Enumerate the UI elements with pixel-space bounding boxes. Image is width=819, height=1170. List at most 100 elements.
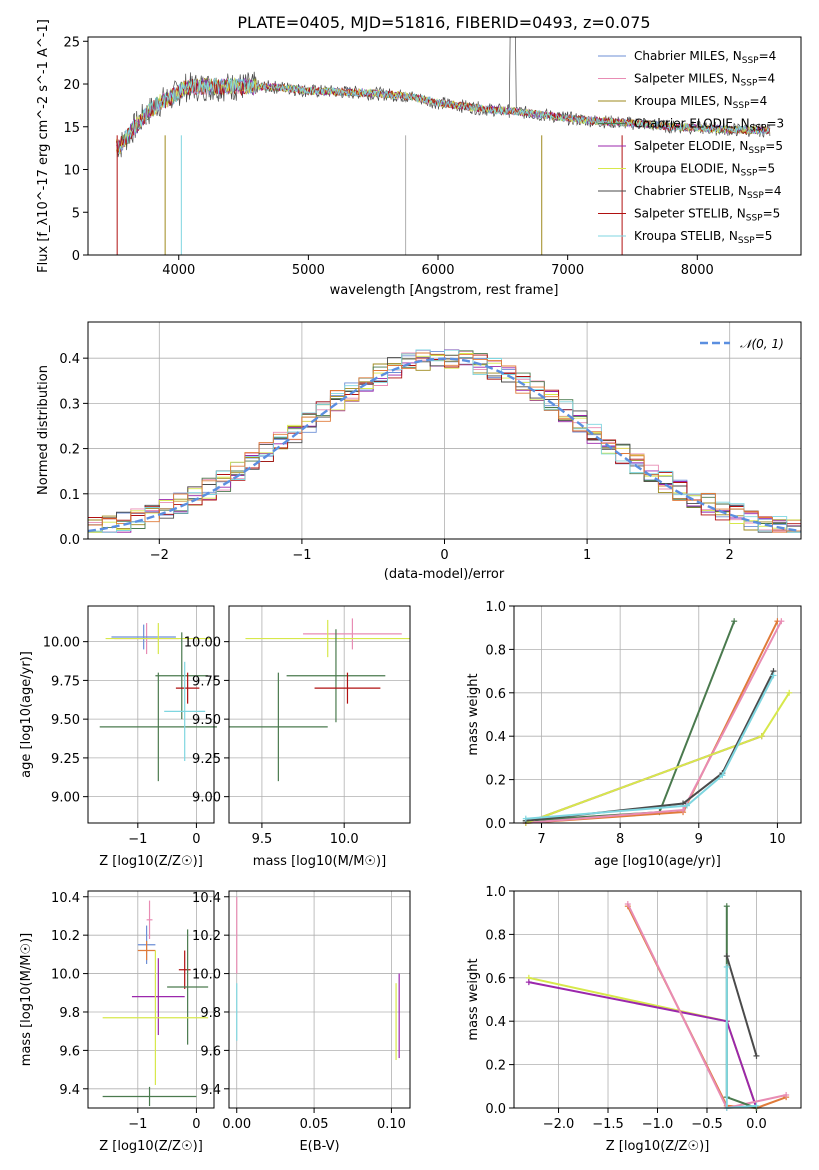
y-tick-label: 10.2 — [192, 929, 221, 944]
x-tick-label: 1 — [583, 548, 591, 563]
x-tick-label: 6000 — [421, 263, 454, 278]
y-tick-label: 20 — [63, 78, 80, 93]
y-tick-label: 0.4 — [485, 1015, 506, 1030]
y-tick-label: 9.8 — [59, 1006, 80, 1021]
parameter-panel: 9.5 10.0 9.00 9.25 9.50 9.75 10.00 mass [log10(… — [184, 605, 411, 869]
histogram-xlabel: (data-model)/error — [384, 567, 505, 582]
x-tick-label: 8 — [616, 832, 624, 847]
x-tick-label: 10.0 — [330, 832, 359, 847]
legend-subscript: SSP — [746, 214, 763, 224]
spectrum-legend: Chabrier MILES, NSSP=4 Salpeter MILES, NS… — [598, 49, 784, 246]
legend-label: 𝒩(0, 1) — [740, 337, 784, 351]
panel-frame — [87, 890, 215, 1109]
y-tick-label: 0.8 — [485, 928, 506, 943]
y-tick-label: 9.4 — [200, 1083, 221, 1098]
y-tick-label: 9.4 — [59, 1083, 80, 1098]
x-tick-label: 0 — [192, 832, 200, 847]
panel-frame — [228, 605, 411, 824]
x-tick-label: 4000 — [162, 263, 195, 278]
spectrum-frame — [87, 36, 802, 256]
y-tick-label: 0.3 — [59, 397, 80, 412]
spectrum-ylabel: Flux [f_λ10^-17 erg cm^-2 s^-1 A^-1] — [36, 19, 51, 273]
parameter-panel: −2.0 −1.5 −1.0 −0.5 0.0 0.0 0.2 0.4 0.6 0.8 1.0 Z [… — [466, 885, 802, 1154]
panel-ylabel: mass [log10(M/M☉)] — [19, 933, 34, 1066]
y-tick-label: 9.8 — [200, 1006, 221, 1021]
y-tick-label: 5 — [72, 206, 80, 221]
panel-xlabel: age [log10(age/yr)] — [594, 854, 721, 869]
legend-label: Kroupa ELODIE, NSSP=5 — [634, 162, 775, 179]
y-tick-label: 10.0 — [192, 968, 221, 983]
y-tick-label: 0.2 — [59, 443, 80, 458]
x-tick-label: 7000 — [551, 263, 584, 278]
legend-value: =5 — [765, 139, 783, 153]
y-tick-label: 9.25 — [51, 752, 80, 767]
y-tick-label: 10.00 — [184, 636, 221, 651]
x-tick-label: −1 — [128, 832, 147, 847]
y-tick-label: 0.6 — [485, 687, 506, 702]
y-tick-label: 0.0 — [485, 817, 506, 832]
y-tick-label: 9.6 — [59, 1044, 80, 1059]
panel-ylabel: mass weight — [466, 958, 481, 1040]
y-tick-label: 10.00 — [43, 636, 80, 651]
y-tick-label: 10.2 — [51, 929, 80, 944]
y-tick-label: 9.50 — [51, 713, 80, 728]
panel-ylabel: mass weight — [466, 673, 481, 755]
spectrum-axes: 4000 5000 6000 7000 8000 0 5 10 15 20 25 — [63, 35, 713, 278]
x-tick-label: 2 — [726, 548, 734, 563]
x-tick-label: 10 — [769, 832, 786, 847]
legend-label: Chabrier MILES, NSSP=4 — [634, 49, 776, 66]
legend-value: =4 — [757, 72, 775, 86]
legend-value: =4 — [764, 184, 782, 198]
legend-subscript: SSP — [741, 169, 758, 179]
y-tick-label: 1.0 — [485, 600, 506, 615]
y-tick-label: 0.8 — [485, 643, 506, 658]
panel-frame — [513, 890, 802, 1109]
histogram-ylabel: Normed distribution — [36, 365, 51, 495]
legend-subscript: SSP — [747, 191, 764, 201]
legend-value: =5 — [757, 162, 775, 176]
y-tick-label: 15 — [63, 121, 80, 136]
parameter-panel: 7 8 9 10 0.0 0.2 0.4 0.6 0.8 1.0 age [log10(age/yr… — [466, 600, 802, 869]
legend-label: Chabrier STELIB, NSSP=4 — [634, 184, 782, 201]
y-tick-label: 0.2 — [485, 774, 506, 789]
panel-xlabel: Z [log10(Z/Z☉)] — [606, 1139, 710, 1154]
x-tick-label: 0.05 — [300, 1117, 329, 1132]
normal-curve — [87, 357, 802, 533]
y-tick-label: 9.50 — [192, 713, 221, 728]
histogram-panel: −2 −1 0 1 2 0.0 0.1 0.2 0.3 0.4 (data-model)/erro… — [36, 321, 802, 582]
x-tick-label: 0.10 — [377, 1117, 406, 1132]
spectrum-line — [116, 77, 771, 153]
spectrum-line — [116, 78, 771, 153]
panel-xlabel: E(B-V) — [299, 1139, 339, 1154]
legend-value: =3 — [766, 117, 784, 131]
x-tick-label: 5000 — [292, 263, 325, 278]
weight-line — [525, 620, 779, 824]
y-tick-label: 9.75 — [192, 674, 221, 689]
legend-label: Kroupa STELIB, NSSP=5 — [634, 229, 772, 246]
legend-value: =5 — [763, 207, 781, 221]
spectrum-panel: PLATE=0405, MJD=51816, FIBERID=0493, z=0… — [36, 13, 802, 298]
parameter-panel: −1 0 9.4 9.6 9.8 10.0 10.2 10.4 Z [log10(Z/Z☉)] m… — [19, 890, 215, 1154]
weight-line — [525, 620, 783, 824]
x-tick-label: −1.0 — [642, 1117, 674, 1132]
x-tick-label: −1 — [292, 548, 311, 563]
parameter-panel: −1 0 9.00 9.25 9.50 9.75 10.00 Z [log10(Z/Z☉)] a… — [19, 605, 217, 869]
y-tick-label: 1.0 — [485, 885, 506, 900]
y-tick-label: 25 — [63, 35, 80, 50]
legend-value: =4 — [750, 94, 768, 108]
weight-line — [528, 976, 758, 1109]
legend-label: Salpeter ELODIE, NSSP=5 — [634, 139, 783, 156]
weight-line — [725, 955, 758, 1057]
y-tick-label: 0.4 — [59, 352, 80, 367]
y-tick-label: 10.0 — [51, 968, 80, 983]
legend-value: =4 — [759, 49, 777, 63]
legend-label: Kroupa MILES, NSSP=4 — [634, 94, 767, 111]
legend-label: Chabrier ELODIE, NSSP=3 — [634, 117, 784, 134]
y-tick-label: 0.0 — [59, 533, 80, 548]
x-tick-label: 7 — [537, 832, 545, 847]
spectrum-xlabel: wavelength [Angstrom, rest frame] — [330, 283, 559, 298]
x-tick-label: 8000 — [681, 263, 714, 278]
x-tick-label: −2.0 — [543, 1117, 575, 1132]
panel-frame — [87, 605, 215, 824]
